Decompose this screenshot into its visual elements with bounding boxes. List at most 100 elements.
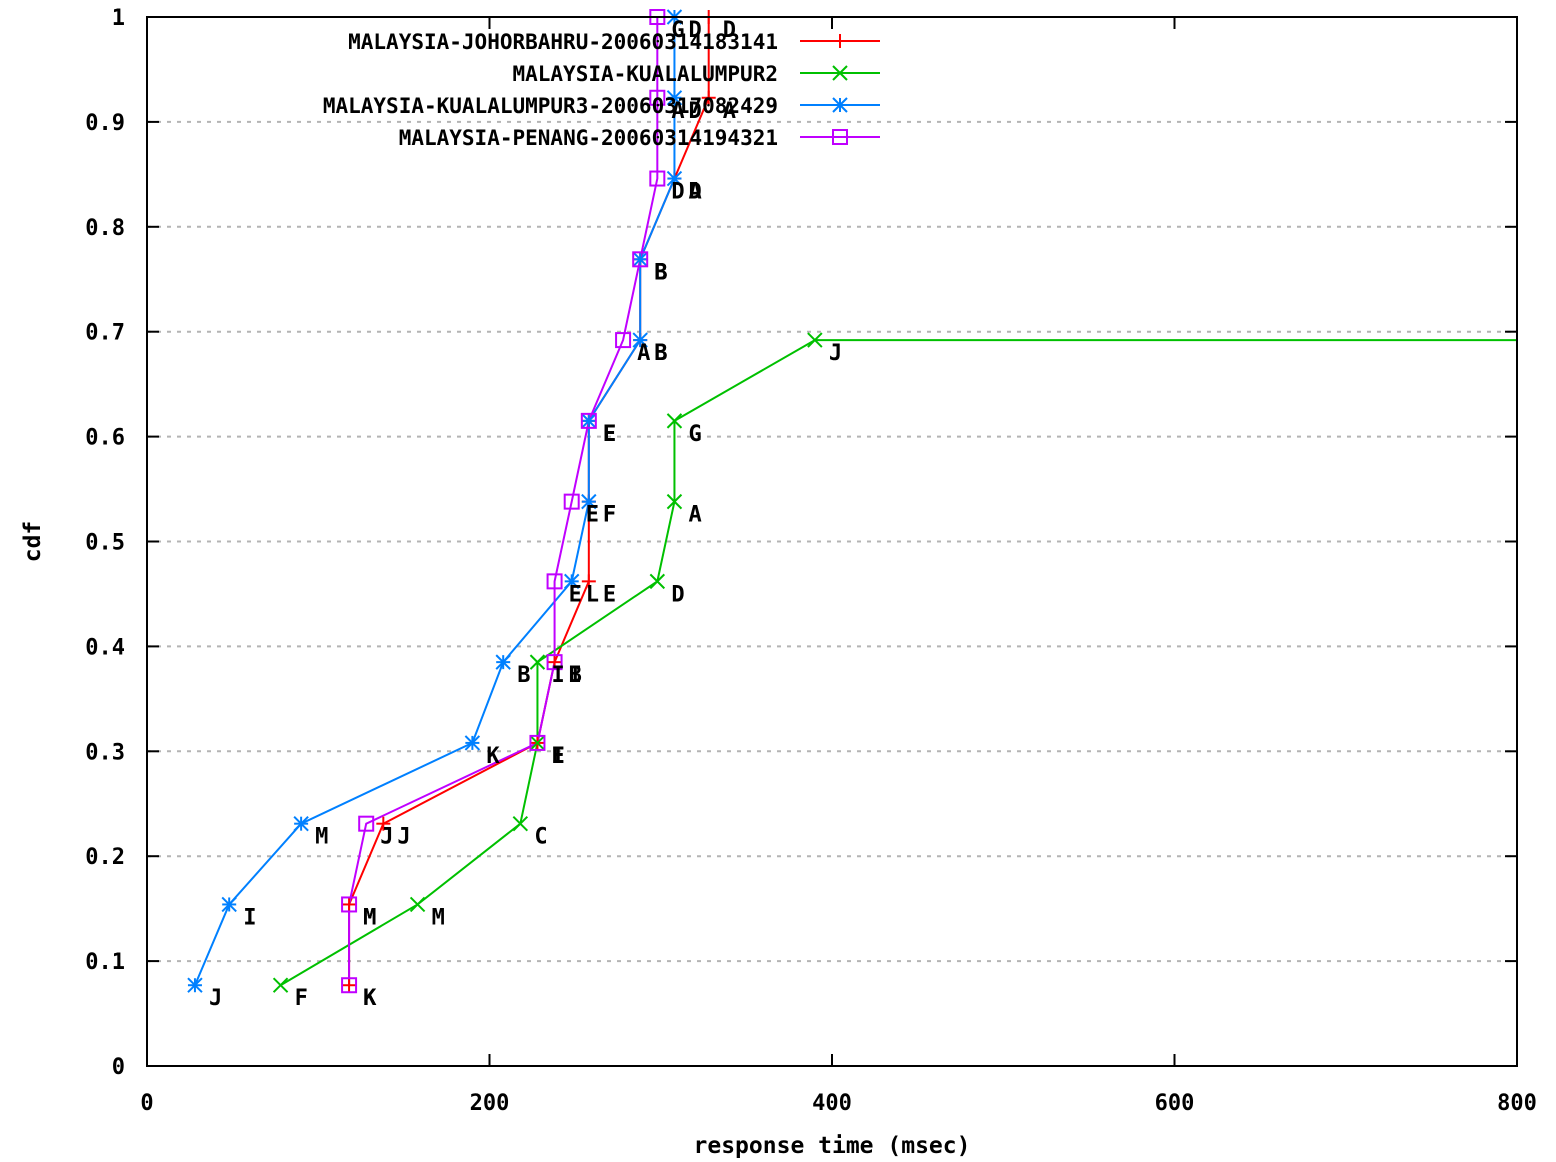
legend-label: MALAYSIA-PENANG-20060314194321 (399, 126, 778, 150)
data-point-label: E (586, 503, 599, 528)
data-point-label: K (486, 744, 500, 769)
data-point (632, 332, 648, 348)
data-point-label: A (688, 503, 701, 528)
y-tick-label: 0.5 (85, 531, 125, 556)
data-point (666, 493, 683, 510)
data-point (341, 977, 358, 994)
data-point (187, 977, 203, 993)
data-point-label: M (363, 905, 376, 930)
data-point (580, 412, 597, 429)
plot-frame (146, 16, 1518, 1067)
data-point-label: M (315, 825, 328, 850)
legend-label: MALAYSIA-KUALALUMPUR2 (512, 62, 778, 86)
data-point-label: I (243, 905, 256, 930)
data-point (581, 413, 597, 429)
data-point-label: E (603, 422, 616, 447)
data-point-label: B (654, 260, 667, 285)
data-point-labels: KMJIIEFEBBAADFMCEIDAGJJIMKBLFEBBDDDKMJEB… (209, 18, 842, 1011)
data-point (563, 573, 580, 590)
legend-marker (832, 65, 848, 81)
data-point-label: D (688, 18, 701, 43)
data-point-label: B (654, 341, 667, 366)
grid-lines (147, 120, 1517, 963)
data-point (221, 896, 237, 913)
data-point-label: E (603, 422, 616, 447)
data-point-label: C (534, 825, 547, 850)
data-point (701, 90, 716, 105)
data-point-label: E (569, 582, 582, 607)
data-point (632, 251, 649, 268)
data-point-label: F (603, 503, 616, 528)
data-point (649, 573, 666, 590)
data-point-label: A (723, 99, 736, 124)
data-point-label: J (209, 986, 222, 1011)
legend: MALAYSIA-JOHORBAHRU-20060314183141 MALAYS… (323, 30, 880, 150)
y-tick-label: 0.6 (85, 426, 125, 451)
data-point-label: D (688, 99, 701, 124)
data-point-label: D (723, 18, 736, 43)
data-point (529, 735, 546, 751)
data-point (358, 815, 375, 832)
data-point (272, 977, 289, 993)
data-point (615, 332, 632, 349)
y-tick-label: 0.1 (85, 950, 125, 975)
data-point-label: A (671, 99, 684, 124)
data-point (546, 654, 563, 671)
data-point-label: I (569, 663, 582, 688)
y-tick-label: 0.8 (85, 216, 125, 241)
data-point (666, 90, 683, 106)
data-point-label: J (829, 341, 842, 366)
y-tick-label: 0.2 (85, 845, 125, 870)
x-tick-label: 400 (812, 1091, 852, 1116)
data-point-label: E (603, 422, 616, 447)
legend-entry: MALAYSIA-KUALALUMPUR3-20060317082429 (323, 94, 880, 118)
data-point-label: K (363, 986, 377, 1011)
x-axis-title: response time (msec) (694, 1133, 971, 1159)
data-point (464, 735, 481, 751)
data-point (512, 815, 529, 832)
legend-entry: MALAYSIA-KUALALUMPUR2 (512, 62, 880, 86)
data-point-label: J (397, 825, 410, 850)
data-point (529, 654, 546, 670)
data-point-label: G (671, 18, 684, 43)
legend-marker (832, 129, 848, 145)
data-point-label: B (654, 341, 667, 366)
data-point (649, 170, 666, 187)
data-point (649, 89, 666, 106)
data-point-label: I (551, 663, 564, 688)
data-point (342, 978, 357, 993)
legend-marker (833, 34, 847, 48)
data-point (495, 654, 511, 670)
data-point (341, 896, 358, 913)
y-tick-label: 0.7 (85, 321, 125, 346)
data-point-label: B (654, 260, 667, 285)
data-point-label: D (688, 180, 701, 205)
data-point (666, 170, 683, 187)
data-point-label: L (586, 582, 599, 607)
y-tick-label: 0.9 (85, 111, 125, 136)
data-point-label: K (363, 986, 377, 1011)
data-point-label: D (671, 582, 684, 607)
data-point-label: M (432, 905, 445, 930)
data-point (376, 816, 391, 831)
data-point (342, 897, 357, 912)
data-point-label: B (654, 260, 667, 285)
legend-marker (832, 97, 848, 113)
legend-label: MALAYSIA-KUALALUMPUR3-20060317082429 (323, 94, 778, 118)
y-tick-label: 0.4 (85, 635, 125, 660)
x-tick-label: 600 (1155, 1091, 1195, 1116)
data-point (666, 413, 683, 429)
legend-label: MALAYSIA-JOHORBAHRU-20060314183141 (348, 30, 778, 54)
series-line (280, 339, 1517, 987)
series-line (194, 17, 676, 986)
x-tick-label: 0 (140, 1091, 153, 1116)
data-point-label: I (551, 744, 564, 769)
x-tick-label: 200 (470, 1091, 510, 1116)
data-point-label: A (688, 180, 701, 205)
y-tick-label: 0 (112, 1055, 125, 1080)
legend-entry: MALAYSIA-PENANG-20060314194321 (399, 126, 880, 150)
data-point-label: F (603, 503, 616, 528)
data-point (563, 493, 580, 510)
data-point-label: A (637, 341, 650, 366)
